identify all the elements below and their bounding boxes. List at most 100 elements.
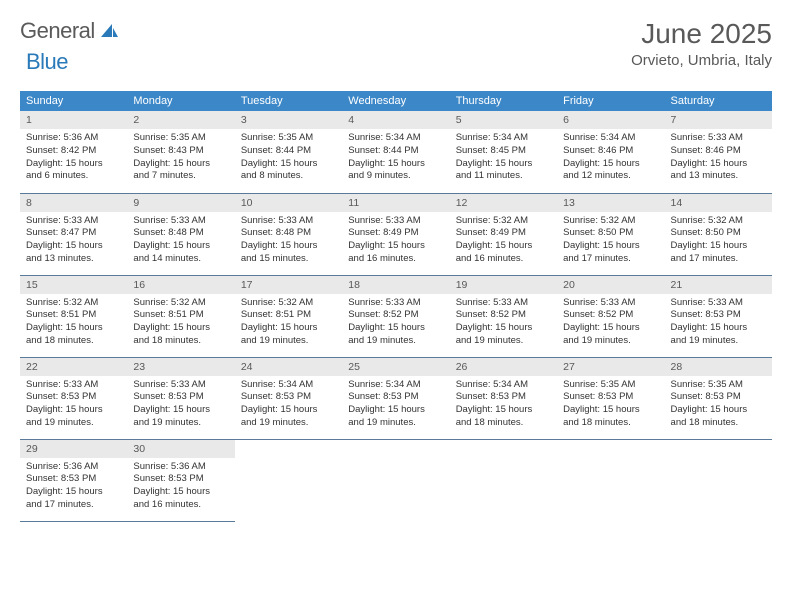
logo-word-general: General	[20, 18, 95, 44]
daylight-text: and 18 minutes.	[456, 417, 551, 430]
daylight-text: Daylight: 15 hours	[348, 158, 443, 171]
day-details: Sunrise: 5:33 AMSunset: 8:52 PMDaylight:…	[450, 294, 557, 354]
day-number: 26	[450, 358, 557, 376]
calendar-day-cell	[450, 439, 557, 521]
weekday-header: Sunday	[20, 91, 127, 111]
day-number: 5	[450, 111, 557, 129]
day-details: Sunrise: 5:33 AMSunset: 8:52 PMDaylight:…	[342, 294, 449, 354]
daylight-text: Daylight: 15 hours	[671, 158, 766, 171]
day-details: Sunrise: 5:34 AMSunset: 8:44 PMDaylight:…	[342, 129, 449, 189]
calendar-day-cell: 23Sunrise: 5:33 AMSunset: 8:53 PMDayligh…	[127, 357, 234, 439]
calendar-day-cell: 10Sunrise: 5:33 AMSunset: 8:48 PMDayligh…	[235, 193, 342, 275]
sunrise-text: Sunrise: 5:35 AM	[671, 379, 766, 392]
day-details: Sunrise: 5:35 AMSunset: 8:44 PMDaylight:…	[235, 129, 342, 189]
day-number: 25	[342, 358, 449, 376]
daylight-text: Daylight: 15 hours	[563, 158, 658, 171]
daylight-text: and 16 minutes.	[133, 499, 228, 512]
day-number: 1	[20, 111, 127, 129]
sunrise-text: Sunrise: 5:36 AM	[26, 132, 121, 145]
calendar-day-cell: 13Sunrise: 5:32 AMSunset: 8:50 PMDayligh…	[557, 193, 664, 275]
calendar-week-row: 22Sunrise: 5:33 AMSunset: 8:53 PMDayligh…	[20, 357, 772, 439]
sunrise-text: Sunrise: 5:32 AM	[26, 297, 121, 310]
daylight-text: and 16 minutes.	[348, 253, 443, 266]
day-number: 20	[557, 276, 664, 294]
daylight-text: Daylight: 15 hours	[671, 322, 766, 335]
sunrise-text: Sunrise: 5:33 AM	[241, 215, 336, 228]
daylight-text: and 13 minutes.	[671, 170, 766, 183]
daylight-text: Daylight: 15 hours	[241, 240, 336, 253]
sunrise-text: Sunrise: 5:34 AM	[348, 379, 443, 392]
sunset-text: Sunset: 8:53 PM	[456, 391, 551, 404]
sunrise-text: Sunrise: 5:33 AM	[348, 297, 443, 310]
day-details: Sunrise: 5:32 AMSunset: 8:50 PMDaylight:…	[665, 212, 772, 272]
sunrise-text: Sunrise: 5:34 AM	[563, 132, 658, 145]
day-number: 13	[557, 194, 664, 212]
calendar-day-cell	[342, 439, 449, 521]
daylight-text: Daylight: 15 hours	[563, 404, 658, 417]
daylight-text: and 7 minutes.	[133, 170, 228, 183]
calendar-day-cell: 18Sunrise: 5:33 AMSunset: 8:52 PMDayligh…	[342, 275, 449, 357]
calendar-day-cell: 9Sunrise: 5:33 AMSunset: 8:48 PMDaylight…	[127, 193, 234, 275]
sunset-text: Sunset: 8:47 PM	[26, 227, 121, 240]
day-details: Sunrise: 5:33 AMSunset: 8:48 PMDaylight:…	[235, 212, 342, 272]
daylight-text: and 19 minutes.	[26, 417, 121, 430]
day-details: Sunrise: 5:33 AMSunset: 8:53 PMDaylight:…	[665, 294, 772, 354]
daylight-text: Daylight: 15 hours	[563, 240, 658, 253]
daylight-text: Daylight: 15 hours	[26, 158, 121, 171]
daylight-text: and 18 minutes.	[671, 417, 766, 430]
day-details: Sunrise: 5:34 AMSunset: 8:53 PMDaylight:…	[342, 376, 449, 436]
daylight-text: and 9 minutes.	[348, 170, 443, 183]
daylight-text: Daylight: 15 hours	[26, 486, 121, 499]
weekday-header: Friday	[557, 91, 664, 111]
sunrise-text: Sunrise: 5:33 AM	[348, 215, 443, 228]
sunset-text: Sunset: 8:48 PM	[133, 227, 228, 240]
daylight-text: and 19 minutes.	[563, 335, 658, 348]
day-details: Sunrise: 5:32 AMSunset: 8:51 PMDaylight:…	[235, 294, 342, 354]
sunset-text: Sunset: 8:44 PM	[241, 145, 336, 158]
calendar-day-cell: 30Sunrise: 5:36 AMSunset: 8:53 PMDayligh…	[127, 439, 234, 521]
sunset-text: Sunset: 8:53 PM	[348, 391, 443, 404]
day-number: 17	[235, 276, 342, 294]
page-subtitle: Orvieto, Umbria, Italy	[631, 52, 772, 69]
sunset-text: Sunset: 8:48 PM	[241, 227, 336, 240]
sunset-text: Sunset: 8:45 PM	[456, 145, 551, 158]
sunrise-text: Sunrise: 5:35 AM	[563, 379, 658, 392]
daylight-text: and 19 minutes.	[348, 335, 443, 348]
day-details: Sunrise: 5:33 AMSunset: 8:52 PMDaylight:…	[557, 294, 664, 354]
sunset-text: Sunset: 8:43 PM	[133, 145, 228, 158]
daylight-text: and 12 minutes.	[563, 170, 658, 183]
day-details: Sunrise: 5:33 AMSunset: 8:47 PMDaylight:…	[20, 212, 127, 272]
daylight-text: Daylight: 15 hours	[456, 240, 551, 253]
daylight-text: Daylight: 15 hours	[26, 240, 121, 253]
title-block: June 2025 Orvieto, Umbria, Italy	[631, 18, 772, 69]
daylight-text: and 8 minutes.	[241, 170, 336, 183]
daylight-text: Daylight: 15 hours	[456, 322, 551, 335]
sunrise-text: Sunrise: 5:33 AM	[26, 379, 121, 392]
daylight-text: and 17 minutes.	[563, 253, 658, 266]
day-details: Sunrise: 5:35 AMSunset: 8:43 PMDaylight:…	[127, 129, 234, 189]
calendar-day-cell: 29Sunrise: 5:36 AMSunset: 8:53 PMDayligh…	[20, 439, 127, 521]
calendar-day-cell: 11Sunrise: 5:33 AMSunset: 8:49 PMDayligh…	[342, 193, 449, 275]
sunrise-text: Sunrise: 5:33 AM	[133, 379, 228, 392]
day-number: 3	[235, 111, 342, 129]
daylight-text: and 18 minutes.	[563, 417, 658, 430]
calendar-day-cell: 20Sunrise: 5:33 AMSunset: 8:52 PMDayligh…	[557, 275, 664, 357]
day-details: Sunrise: 5:34 AMSunset: 8:46 PMDaylight:…	[557, 129, 664, 189]
sunrise-text: Sunrise: 5:35 AM	[133, 132, 228, 145]
day-number: 4	[342, 111, 449, 129]
day-details: Sunrise: 5:32 AMSunset: 8:51 PMDaylight:…	[20, 294, 127, 354]
daylight-text: Daylight: 15 hours	[133, 486, 228, 499]
day-number: 11	[342, 194, 449, 212]
day-number: 19	[450, 276, 557, 294]
daylight-text: and 19 minutes.	[241, 335, 336, 348]
sunset-text: Sunset: 8:51 PM	[241, 309, 336, 322]
daylight-text: and 19 minutes.	[133, 417, 228, 430]
calendar-day-cell: 19Sunrise: 5:33 AMSunset: 8:52 PMDayligh…	[450, 275, 557, 357]
calendar-day-cell: 17Sunrise: 5:32 AMSunset: 8:51 PMDayligh…	[235, 275, 342, 357]
calendar-day-cell: 7Sunrise: 5:33 AMSunset: 8:46 PMDaylight…	[665, 111, 772, 193]
sunrise-text: Sunrise: 5:32 AM	[456, 215, 551, 228]
daylight-text: Daylight: 15 hours	[563, 322, 658, 335]
sunrise-text: Sunrise: 5:33 AM	[133, 215, 228, 228]
calendar-week-row: 1Sunrise: 5:36 AMSunset: 8:42 PMDaylight…	[20, 111, 772, 193]
day-number: 29	[20, 440, 127, 458]
